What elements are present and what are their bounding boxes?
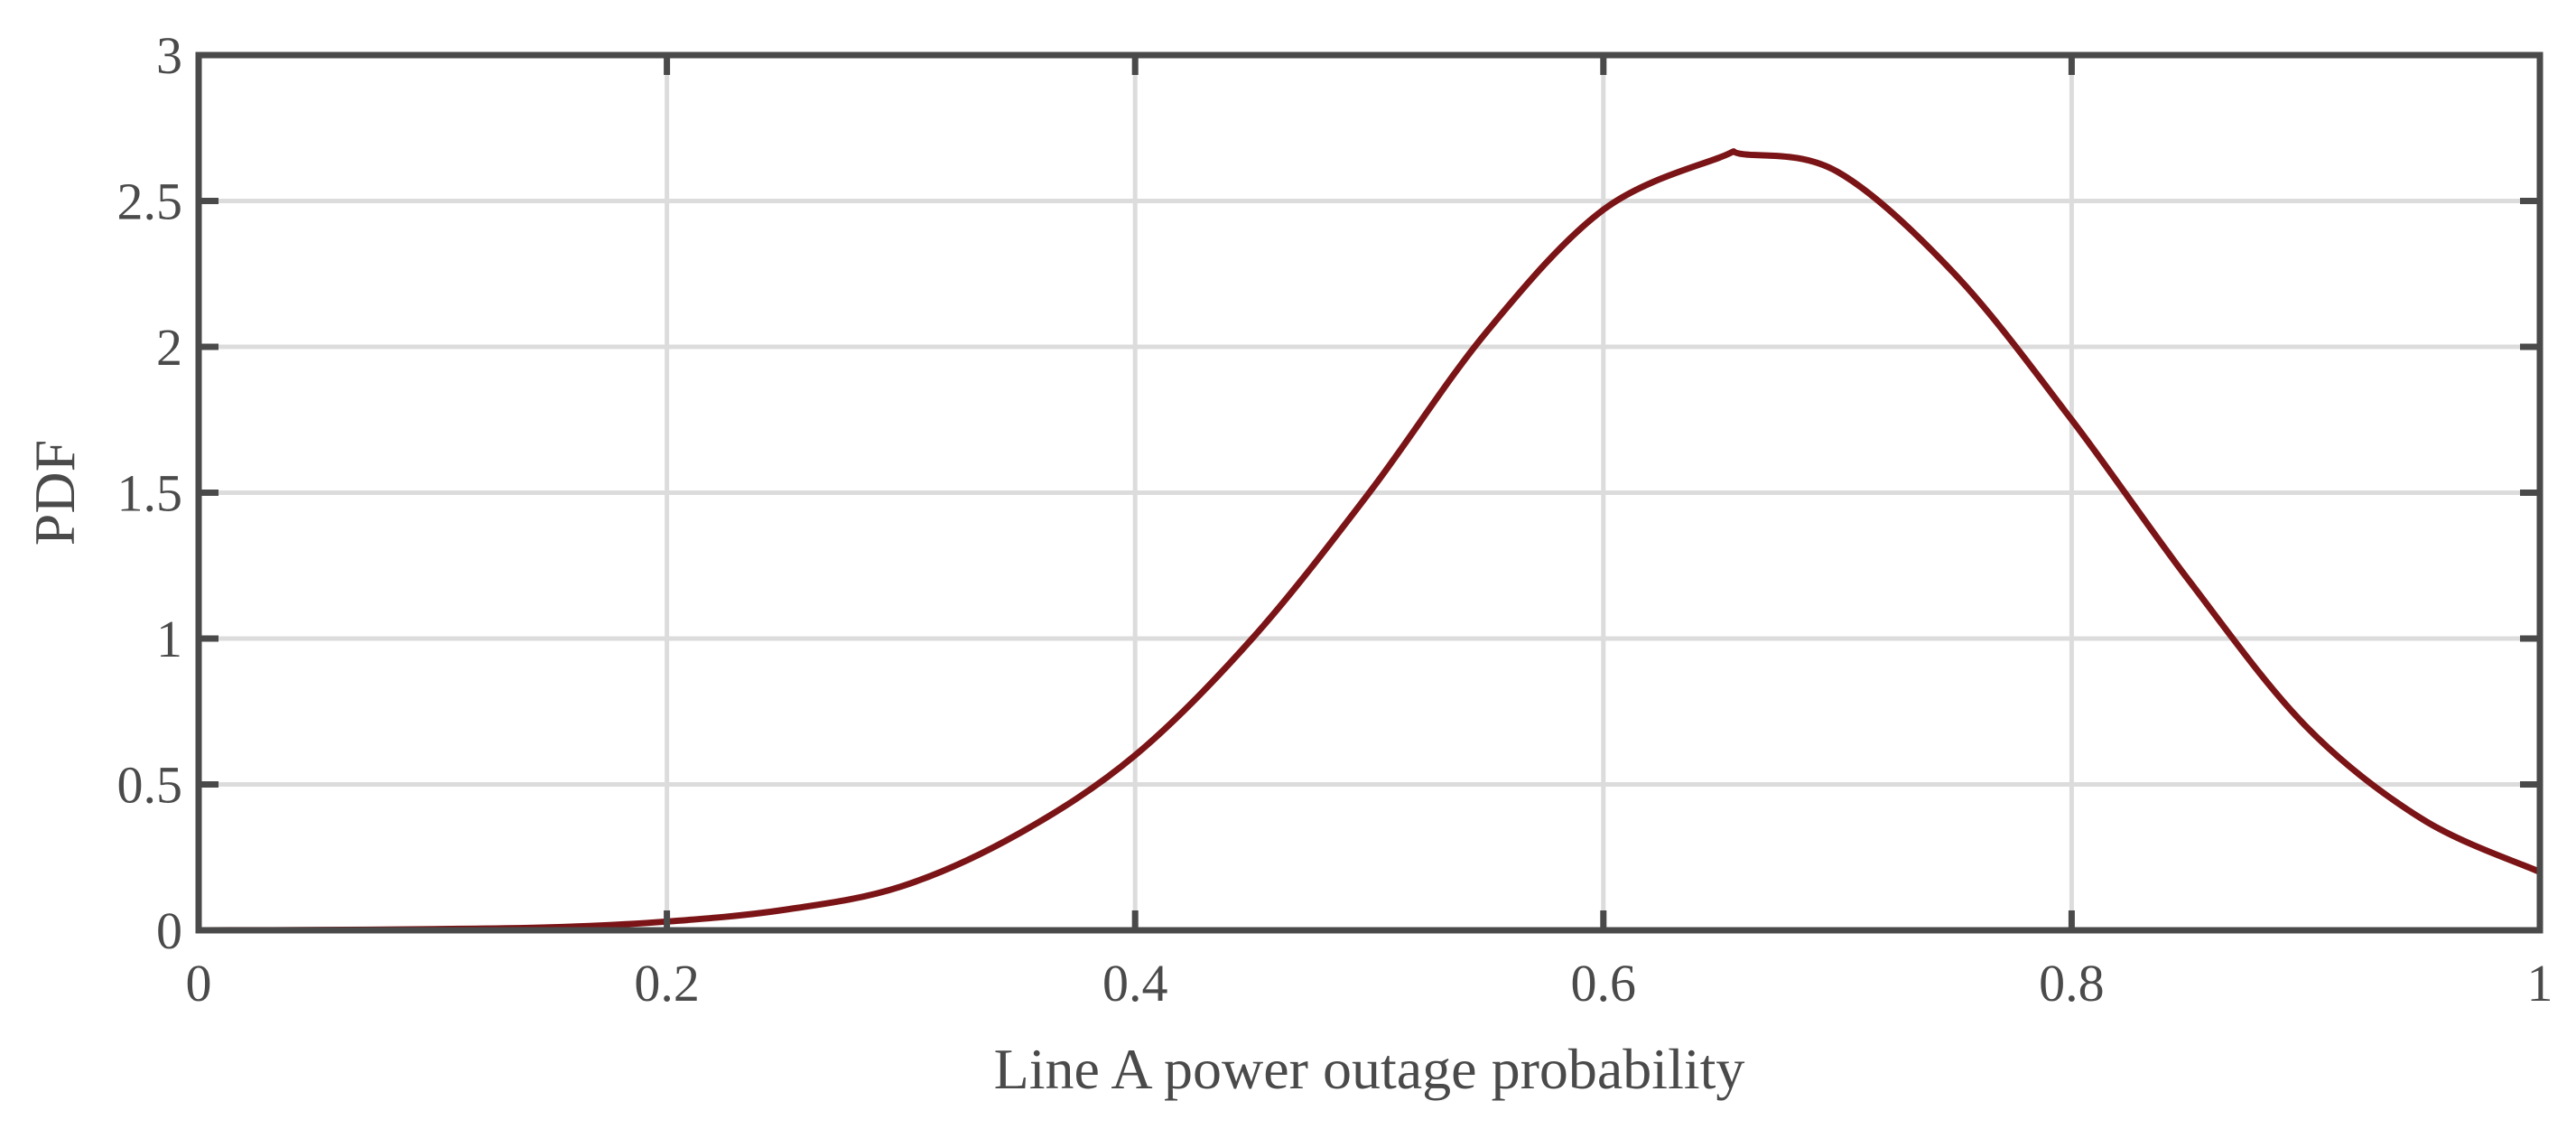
y-tick-label: 2 xyxy=(156,318,182,377)
series-layer xyxy=(195,148,2543,934)
tick-marks xyxy=(195,51,2543,934)
y-tick-label: 1.5 xyxy=(117,464,183,523)
x-tick-labels: 0 0.2 0.4 0.6 0.8 1 xyxy=(186,954,2553,1012)
y-axis-label: PDF xyxy=(23,440,87,546)
x-tick-label: 0 xyxy=(186,954,212,1012)
y-tick-labels: 0 0.5 1 1.5 2 2.5 3 xyxy=(117,26,183,960)
pdf-curve xyxy=(195,148,2543,934)
y-tick-label: 1 xyxy=(156,610,182,668)
y-tick-label: 0.5 xyxy=(117,756,183,815)
x-tick-label: 1 xyxy=(2527,954,2553,1012)
x-tick-label: 0.8 xyxy=(2039,954,2105,1012)
x-axis-label: Line A power outage probability xyxy=(994,1037,1745,1101)
y-tick-label: 0 xyxy=(156,901,182,960)
y-tick-label: 3 xyxy=(156,26,182,85)
x-tick-label: 0.6 xyxy=(1571,954,1637,1012)
y-tick-label: 2.5 xyxy=(117,173,183,231)
x-tick-label: 0.4 xyxy=(1102,954,1168,1012)
x-tick-label: 0.2 xyxy=(634,954,700,1012)
